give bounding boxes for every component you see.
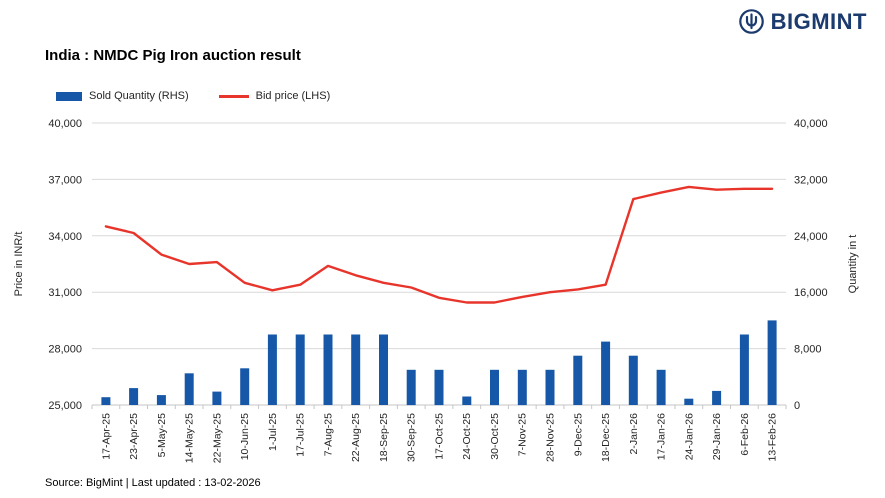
bigmint-logo: BIGMINT <box>738 8 867 35</box>
right-axis-tick-label: 32,000 <box>794 174 828 186</box>
x-axis-label: 17-Oct-25 <box>433 413 445 460</box>
legend-line-swatch <box>218 94 249 98</box>
x-axis-label: 6-Feb-26 <box>739 413 751 456</box>
sold-quantity-bar <box>517 369 527 406</box>
x-axis-label: 22-May-25 <box>211 413 223 463</box>
sold-quantity-bar <box>767 320 777 405</box>
legend-item-sold-quantity: Sold Quantity (RHS) <box>56 90 189 102</box>
sold-quantity-bar <box>712 390 722 405</box>
x-axis-label: 29-Jan-26 <box>711 413 723 460</box>
sold-quantity-bar <box>684 398 694 405</box>
x-axis-label: 7-Aug-25 <box>322 413 334 456</box>
left-axis-tick-label: 31,000 <box>48 287 82 299</box>
legend-bar-swatch <box>56 91 82 101</box>
right-axis-tick-label: 0 <box>794 400 800 412</box>
sold-quantity-bar <box>129 388 139 405</box>
sold-quantity-bar <box>212 391 222 405</box>
x-axis-label: 9-Dec-25 <box>572 413 584 456</box>
bigmint-logo-icon <box>738 9 764 34</box>
sold-quantity-bar <box>601 341 611 405</box>
x-axis-label: 23-Apr-25 <box>128 413 140 460</box>
x-axis-label: 1-Jul-25 <box>267 413 279 451</box>
sold-quantity-bar <box>379 334 388 405</box>
left-axis-tick-label: 40,000 <box>48 118 82 130</box>
sold-quantity-bar <box>406 369 416 406</box>
sold-quantity-bar <box>739 334 749 405</box>
chart-title: India : NMDC Pig Iron auction result <box>45 47 301 64</box>
x-axis-label: 24-Jan-26 <box>683 413 695 460</box>
x-axis-label: 28-Nov-25 <box>545 413 557 462</box>
auction-chart: 25,000 28,000 31,000 34,000 37,000 40,000 0 8,0… <box>13 118 859 463</box>
chart-legend: Sold Quantity (RHS) Bid price (LHS) <box>56 90 330 102</box>
x-axis-label: 22-Aug-25 <box>350 413 362 462</box>
sold-quantity-bar <box>462 396 472 405</box>
x-axis-label: 14-May-25 <box>184 413 196 463</box>
right-axis-tick-label: 40,000 <box>794 118 828 130</box>
sold-quantity-bar <box>184 373 194 405</box>
sold-quantity-bar <box>434 369 444 406</box>
sold-quantity-bar <box>628 355 638 405</box>
bid-price-line <box>104 185 774 304</box>
legend-item-bid-price: Bid price (LHS) <box>218 90 331 102</box>
bigmint-logo-text: BIGMINT <box>770 8 867 34</box>
x-axis-label: 18-Sep-25 <box>378 413 390 462</box>
left-axis-tick-label: 37,000 <box>48 174 82 186</box>
sold-quantity-bar <box>323 334 333 405</box>
x-axis-label: 7-Nov-25 <box>517 413 529 456</box>
sold-quantity-bar <box>490 369 499 406</box>
sold-quantity-bar <box>267 334 277 405</box>
source-note: Source: BigMint | Last updated : 13-02-2… <box>45 477 261 489</box>
x-axis-label: 13-Feb-26 <box>767 413 779 462</box>
sold-quantity-bar <box>656 369 666 406</box>
x-axis-label: 30-Sep-25 <box>406 413 418 462</box>
x-axis-label: 10-Jun-25 <box>239 413 251 460</box>
sold-quantity-bar <box>545 369 555 406</box>
sold-quantity-bar <box>101 397 111 405</box>
x-axis-label: 24-Oct-25 <box>461 413 473 460</box>
right-axis-title: Quantity in t <box>847 235 859 294</box>
legend-label-sold-quantity: Sold Quantity (RHS) <box>89 90 189 102</box>
x-axis-label: 17-Jan-26 <box>656 413 668 460</box>
right-axis-tick-label: 8,000 <box>794 344 822 356</box>
sold-quantity-bar <box>295 334 305 405</box>
legend-label-bid-price: Bid price (LHS) <box>255 90 331 102</box>
sold-quantity-bar <box>156 395 166 405</box>
right-axis-tick-label: 16,000 <box>794 287 828 299</box>
right-axis-tick-label: 24,000 <box>794 231 828 243</box>
sold-quantity-bar <box>573 355 583 405</box>
x-axis-label: 2-Jan-26 <box>628 413 640 455</box>
x-axis-label: 18-Dec-25 <box>600 413 612 462</box>
x-axis-label: 17-Jul-25 <box>295 413 307 457</box>
left-axis-tick-label: 25,000 <box>48 400 82 412</box>
x-axis-label: 30-Oct-25 <box>489 413 501 460</box>
sold-quantity-bar <box>240 368 250 405</box>
left-axis-title: Price in INR/t <box>13 232 25 297</box>
left-axis-tick-label: 28,000 <box>48 344 82 356</box>
sold-quantity-bar <box>351 334 361 405</box>
left-axis-tick-label: 34,000 <box>48 231 82 243</box>
x-axis-label: 5-May-25 <box>156 413 168 458</box>
x-axis-label: 17-Apr-25 <box>100 413 112 460</box>
